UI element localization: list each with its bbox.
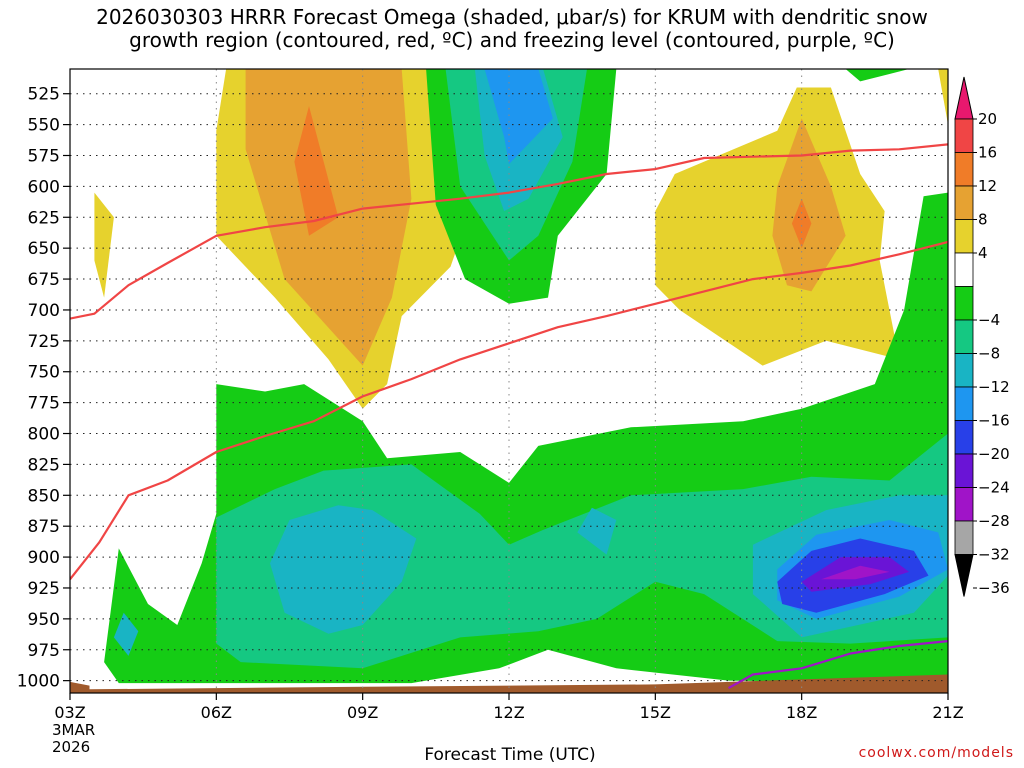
y-tick-label-650: 650 xyxy=(28,239,60,259)
colorbar-bin-4 xyxy=(954,219,974,254)
y-tick-label-725: 725 xyxy=(28,332,60,352)
y-tick-label-975: 975 xyxy=(28,641,60,661)
contour-line-3 xyxy=(727,640,948,690)
y-tick-label-575: 575 xyxy=(28,146,60,166)
colorbar-bin-7 xyxy=(954,319,974,354)
colorbar-label-10: −24 xyxy=(978,479,1010,497)
x-tick-label-9: 12Z xyxy=(493,703,524,722)
y-tick-label-675: 675 xyxy=(28,270,60,290)
colorbar-bin-8 xyxy=(954,353,974,388)
y-tick-label-825: 825 xyxy=(28,455,60,475)
y-tick-label-700: 700 xyxy=(28,301,60,321)
colorbar-bottom-arrow xyxy=(954,554,974,597)
x-tick-label-0: 03Z xyxy=(54,703,85,722)
y-tick-label-875: 875 xyxy=(28,517,60,537)
colorbar-bin-6 xyxy=(954,286,974,321)
y-tick-label-1000: 1000 xyxy=(17,672,60,692)
title-line-1: 2026030303 HRRR Forecast Omega (shaded, … xyxy=(96,5,928,29)
omega-region-11 xyxy=(791,198,812,249)
omega-region-13 xyxy=(845,69,909,82)
colorbar-label-2: 12 xyxy=(978,177,997,195)
omega-region-17 xyxy=(577,507,617,555)
colorbar-label-13: −36 xyxy=(978,579,1010,597)
x-tick-sublabel-1: 2026 xyxy=(52,738,90,756)
colorbar-label-9: −20 xyxy=(978,445,1010,463)
colorbar-label-7: −12 xyxy=(978,378,1010,396)
colorbar-label-11: −28 xyxy=(978,512,1010,530)
y-tick-label-550: 550 xyxy=(28,116,60,136)
y-tick-label-525: 525 xyxy=(28,85,60,105)
colorbar-bin-9 xyxy=(954,386,974,421)
x-tick-label-3: 06Z xyxy=(201,703,232,722)
contour-line-2 xyxy=(70,240,948,580)
title-line-2: growth region (contoured, red, ºC) and f… xyxy=(129,28,895,52)
omega-region-16 xyxy=(270,505,417,634)
colorbar-bin-11 xyxy=(954,453,974,488)
colorbar-bin-2 xyxy=(954,152,974,187)
x-tick-sublabel-0: 3MAR xyxy=(52,721,95,739)
omega-region-4 xyxy=(294,106,339,236)
omega-region-10 xyxy=(772,118,846,292)
y-tick-label-850: 850 xyxy=(28,486,60,506)
y-tick-label-775: 775 xyxy=(28,394,60,414)
contour-line-1 xyxy=(70,143,948,320)
omega-region-18 xyxy=(113,612,139,656)
colorbar-top-arrow xyxy=(954,76,974,120)
y-tick-label-900: 900 xyxy=(28,548,60,568)
y-tick-label-750: 750 xyxy=(28,363,60,383)
x-axis-label: Forecast Time (UTC) xyxy=(424,745,596,765)
terrain-ground xyxy=(70,674,948,693)
colorbar-label-5: −4 xyxy=(978,311,1000,329)
x-tick-label-12: 15Z xyxy=(640,703,671,722)
y-tick-label-600: 600 xyxy=(28,177,60,197)
colorbar-bin-12 xyxy=(954,487,974,522)
colorbar-bin-10 xyxy=(954,420,974,455)
y-tick-label-800: 800 xyxy=(28,425,60,445)
y-tick-label-625: 625 xyxy=(28,208,60,228)
colorbar-label-4: 4 xyxy=(978,244,988,262)
chart-title: 2026030303 HRRR Forecast Omega (shaded, … xyxy=(0,6,1024,52)
colorbar-label-6: −8 xyxy=(978,345,1000,363)
omega-region-15 xyxy=(216,433,948,669)
y-tick-label-950: 950 xyxy=(28,610,60,630)
colorbar-bin-1 xyxy=(954,118,974,153)
colorbar-label-3: 8 xyxy=(978,211,988,229)
omega-region-23 xyxy=(821,565,890,580)
site-credit: coolwx.com/models xyxy=(858,745,1014,761)
colorbar-bin-5 xyxy=(954,252,974,287)
y-tick-label-925: 925 xyxy=(28,579,60,599)
x-tick-label-18: 21Z xyxy=(932,703,963,722)
colorbar-bin-13 xyxy=(954,520,974,555)
x-tick-label-15: 18Z xyxy=(786,703,817,722)
colorbar-label-12: −32 xyxy=(978,546,1010,564)
colorbar-label-1: 16 xyxy=(978,144,997,162)
x-tick-label-6: 09Z xyxy=(347,703,378,722)
omega-region-1 xyxy=(94,192,114,298)
colorbar-label-8: −16 xyxy=(978,412,1010,430)
colorbar-label-0: 20 xyxy=(978,110,997,128)
colorbar-bin-3 xyxy=(954,185,974,220)
omega-region-8 xyxy=(484,69,553,165)
omega-region-12 xyxy=(938,69,948,125)
